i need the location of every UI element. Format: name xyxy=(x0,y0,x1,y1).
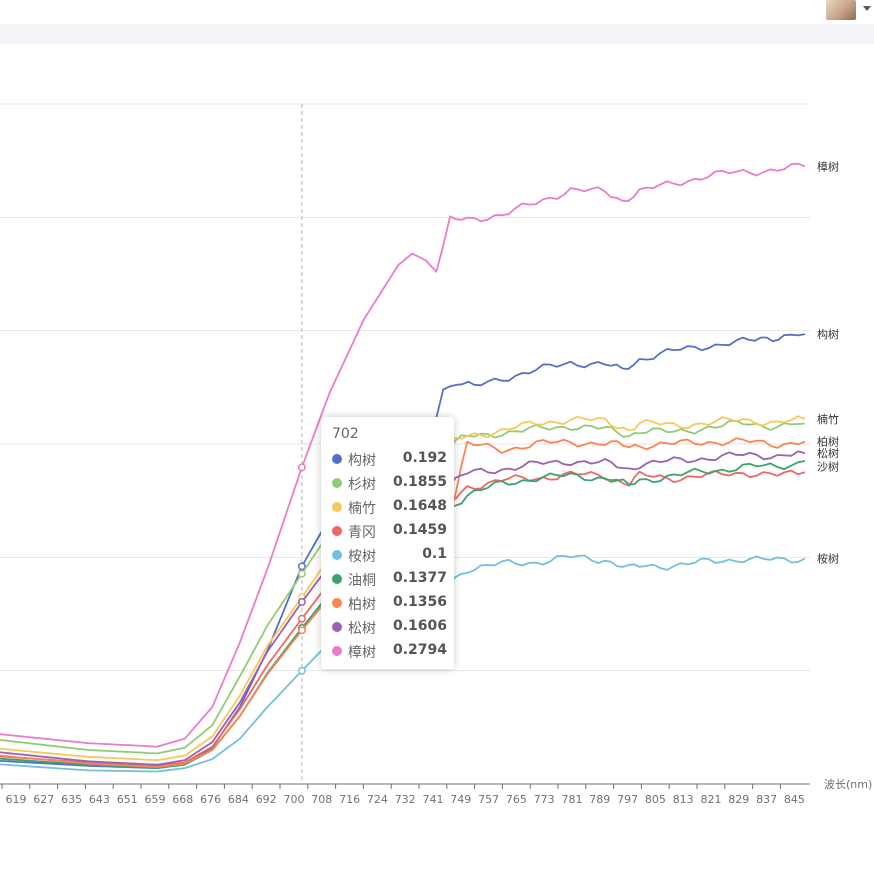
tooltip-series-name: 青冈 xyxy=(348,525,376,541)
tooltip-row: 樟树 0.2794 xyxy=(332,641,447,661)
series-end-label: 楠竹 xyxy=(817,412,839,426)
x-tick-label: 797 xyxy=(617,793,638,806)
tooltip-row: 桉树 0.1 xyxy=(332,545,447,565)
x-tick-label: 676 xyxy=(200,793,221,806)
hover-point xyxy=(297,463,306,472)
series-dot-icon xyxy=(332,478,342,488)
series-dot-icon xyxy=(332,550,342,560)
series-dot-icon xyxy=(332,454,342,464)
hover-point xyxy=(297,569,306,578)
tooltip-series-name: 楠竹 xyxy=(348,501,376,517)
hover-point xyxy=(297,666,306,675)
x-tick-label: 635 xyxy=(61,793,82,806)
x-tick-label: 684 xyxy=(228,793,249,806)
x-tick-label: 651 xyxy=(117,793,138,806)
tooltip-series-value: 0.192 xyxy=(402,450,447,466)
tooltip-series-value: 0.1606 xyxy=(392,618,447,634)
tooltip-row: 青冈 0.1459 xyxy=(332,521,447,541)
x-tick-label: 732 xyxy=(395,793,416,806)
tooltip-row: 柏树 0.1356 xyxy=(332,593,447,613)
tooltip-series-name: 樟树 xyxy=(348,645,376,661)
series-line xyxy=(0,162,806,748)
x-tick-label: 716 xyxy=(339,793,360,806)
hover-point xyxy=(297,614,306,623)
x-tick-label: 619 xyxy=(6,793,27,806)
tooltip-row: 松树 0.1606 xyxy=(332,617,447,637)
tooltip-series-value: 0.1356 xyxy=(392,594,447,610)
series-end-label: 桉树 xyxy=(817,551,839,565)
x-tick-label: 829 xyxy=(728,793,749,806)
x-tick-label: 668 xyxy=(172,793,193,806)
x-tick-label: 692 xyxy=(256,793,277,806)
tooltip-series-name: 柏树 xyxy=(348,597,376,613)
x-tick-label: 765 xyxy=(506,793,527,806)
tooltip-series-name: 松树 xyxy=(348,621,376,637)
tooltip-row: 杉树 0.1855 xyxy=(332,473,447,493)
series-end-label: 松树 xyxy=(817,446,839,460)
series-end-label: 樟树 xyxy=(817,159,839,173)
series-dot-icon xyxy=(332,598,342,608)
x-tick-label: 724 xyxy=(367,793,388,806)
tooltip-series-name: 桉树 xyxy=(348,549,376,565)
tooltip-series-value: 0.1648 xyxy=(392,498,447,514)
series-end-label: 构树 xyxy=(817,327,839,341)
x-tick-label: 749 xyxy=(450,793,471,806)
tooltip-series-value: 0.1377 xyxy=(392,570,447,586)
x-tick-label: 813 xyxy=(673,793,694,806)
tooltip-series-name: 构树 xyxy=(348,453,376,469)
tooltip-series-name: 油桐 xyxy=(348,573,376,589)
x-tick-label: 659 xyxy=(145,793,166,806)
x-tick-label: 643 xyxy=(89,793,110,806)
x-tick-label: 627 xyxy=(33,793,54,806)
tooltip-series-value: 0.1459 xyxy=(392,522,447,538)
x-tick-label: 700 xyxy=(284,793,305,806)
series-dot-icon xyxy=(332,574,342,584)
tooltip-series-value: 0.2794 xyxy=(392,642,447,658)
series-dot-icon xyxy=(332,502,342,512)
x-tick-label: 837 xyxy=(756,793,777,806)
x-axis-title: 波长(nm) xyxy=(824,778,872,791)
user-avatar[interactable] xyxy=(826,0,856,20)
tooltip-series-value: 0.1 xyxy=(422,546,447,562)
tooltip-row: 楠竹 0.1648 xyxy=(332,497,447,517)
x-tick-label: 789 xyxy=(589,793,610,806)
tooltip-series-value: 0.1855 xyxy=(392,474,447,490)
x-tick-label: 757 xyxy=(478,793,499,806)
series-end-label: 柏树 xyxy=(817,435,839,449)
top-bar xyxy=(0,0,874,24)
tooltip-row: 构树 0.192 xyxy=(332,449,447,469)
series-dot-icon xyxy=(332,622,342,632)
x-tick-label: 821 xyxy=(701,793,722,806)
series-dot-icon xyxy=(332,526,342,536)
hover-point xyxy=(297,562,306,571)
chart-tooltip: 702 构树 0.192 杉树 0.1855 楠竹 0.1648 青冈 0.1459 桉树 0.1… xyxy=(321,417,454,669)
sub-bar xyxy=(0,24,874,44)
tooltip-row: 油桐 0.1377 xyxy=(332,569,447,589)
x-tick-label: 741 xyxy=(423,793,444,806)
x-tick-label: 781 xyxy=(562,793,583,806)
spectral-line-chart: 619 627 635 643 651 659 668 676 684 692 700 708 716 7… xyxy=(0,103,872,806)
x-tick-label: 708 xyxy=(311,793,332,806)
x-tick-label: 845 xyxy=(784,793,805,806)
chevron-down-icon[interactable] xyxy=(863,6,871,11)
x-tick-label: 805 xyxy=(645,793,666,806)
tooltip-series-name: 杉树 xyxy=(348,477,376,493)
tooltip-title: 702 xyxy=(332,426,359,442)
x-tick-label: 773 xyxy=(534,793,555,806)
series-end-label: 沙树 xyxy=(817,460,839,474)
series-dot-icon xyxy=(332,646,342,656)
hover-point xyxy=(297,626,306,635)
hover-point xyxy=(297,598,306,606)
